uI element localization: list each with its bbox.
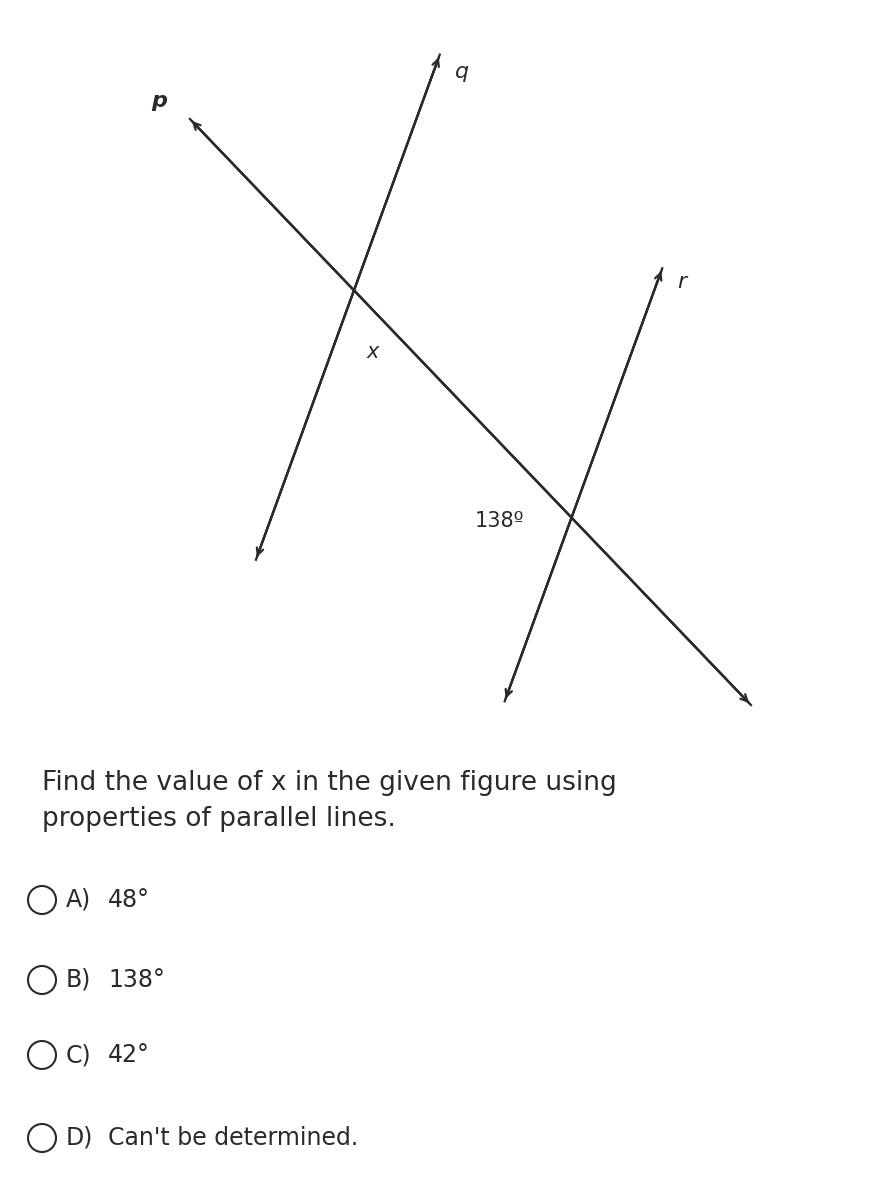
Text: 48°: 48°: [108, 888, 150, 912]
Text: x: x: [367, 342, 379, 361]
Text: Find the value of x in the given figure using
properties of parallel lines.: Find the value of x in the given figure …: [42, 770, 617, 832]
Text: C): C): [66, 1043, 92, 1067]
Text: D): D): [66, 1126, 93, 1150]
Text: A): A): [66, 888, 92, 912]
Text: B): B): [66, 968, 92, 992]
Text: p: p: [151, 91, 167, 112]
Text: Can't be determined.: Can't be determined.: [108, 1126, 358, 1150]
Text: q: q: [455, 62, 469, 83]
Text: r: r: [678, 272, 686, 292]
Text: 42°: 42°: [108, 1043, 150, 1067]
Text: 138°: 138°: [108, 968, 165, 992]
Text: 138º: 138º: [474, 511, 524, 530]
